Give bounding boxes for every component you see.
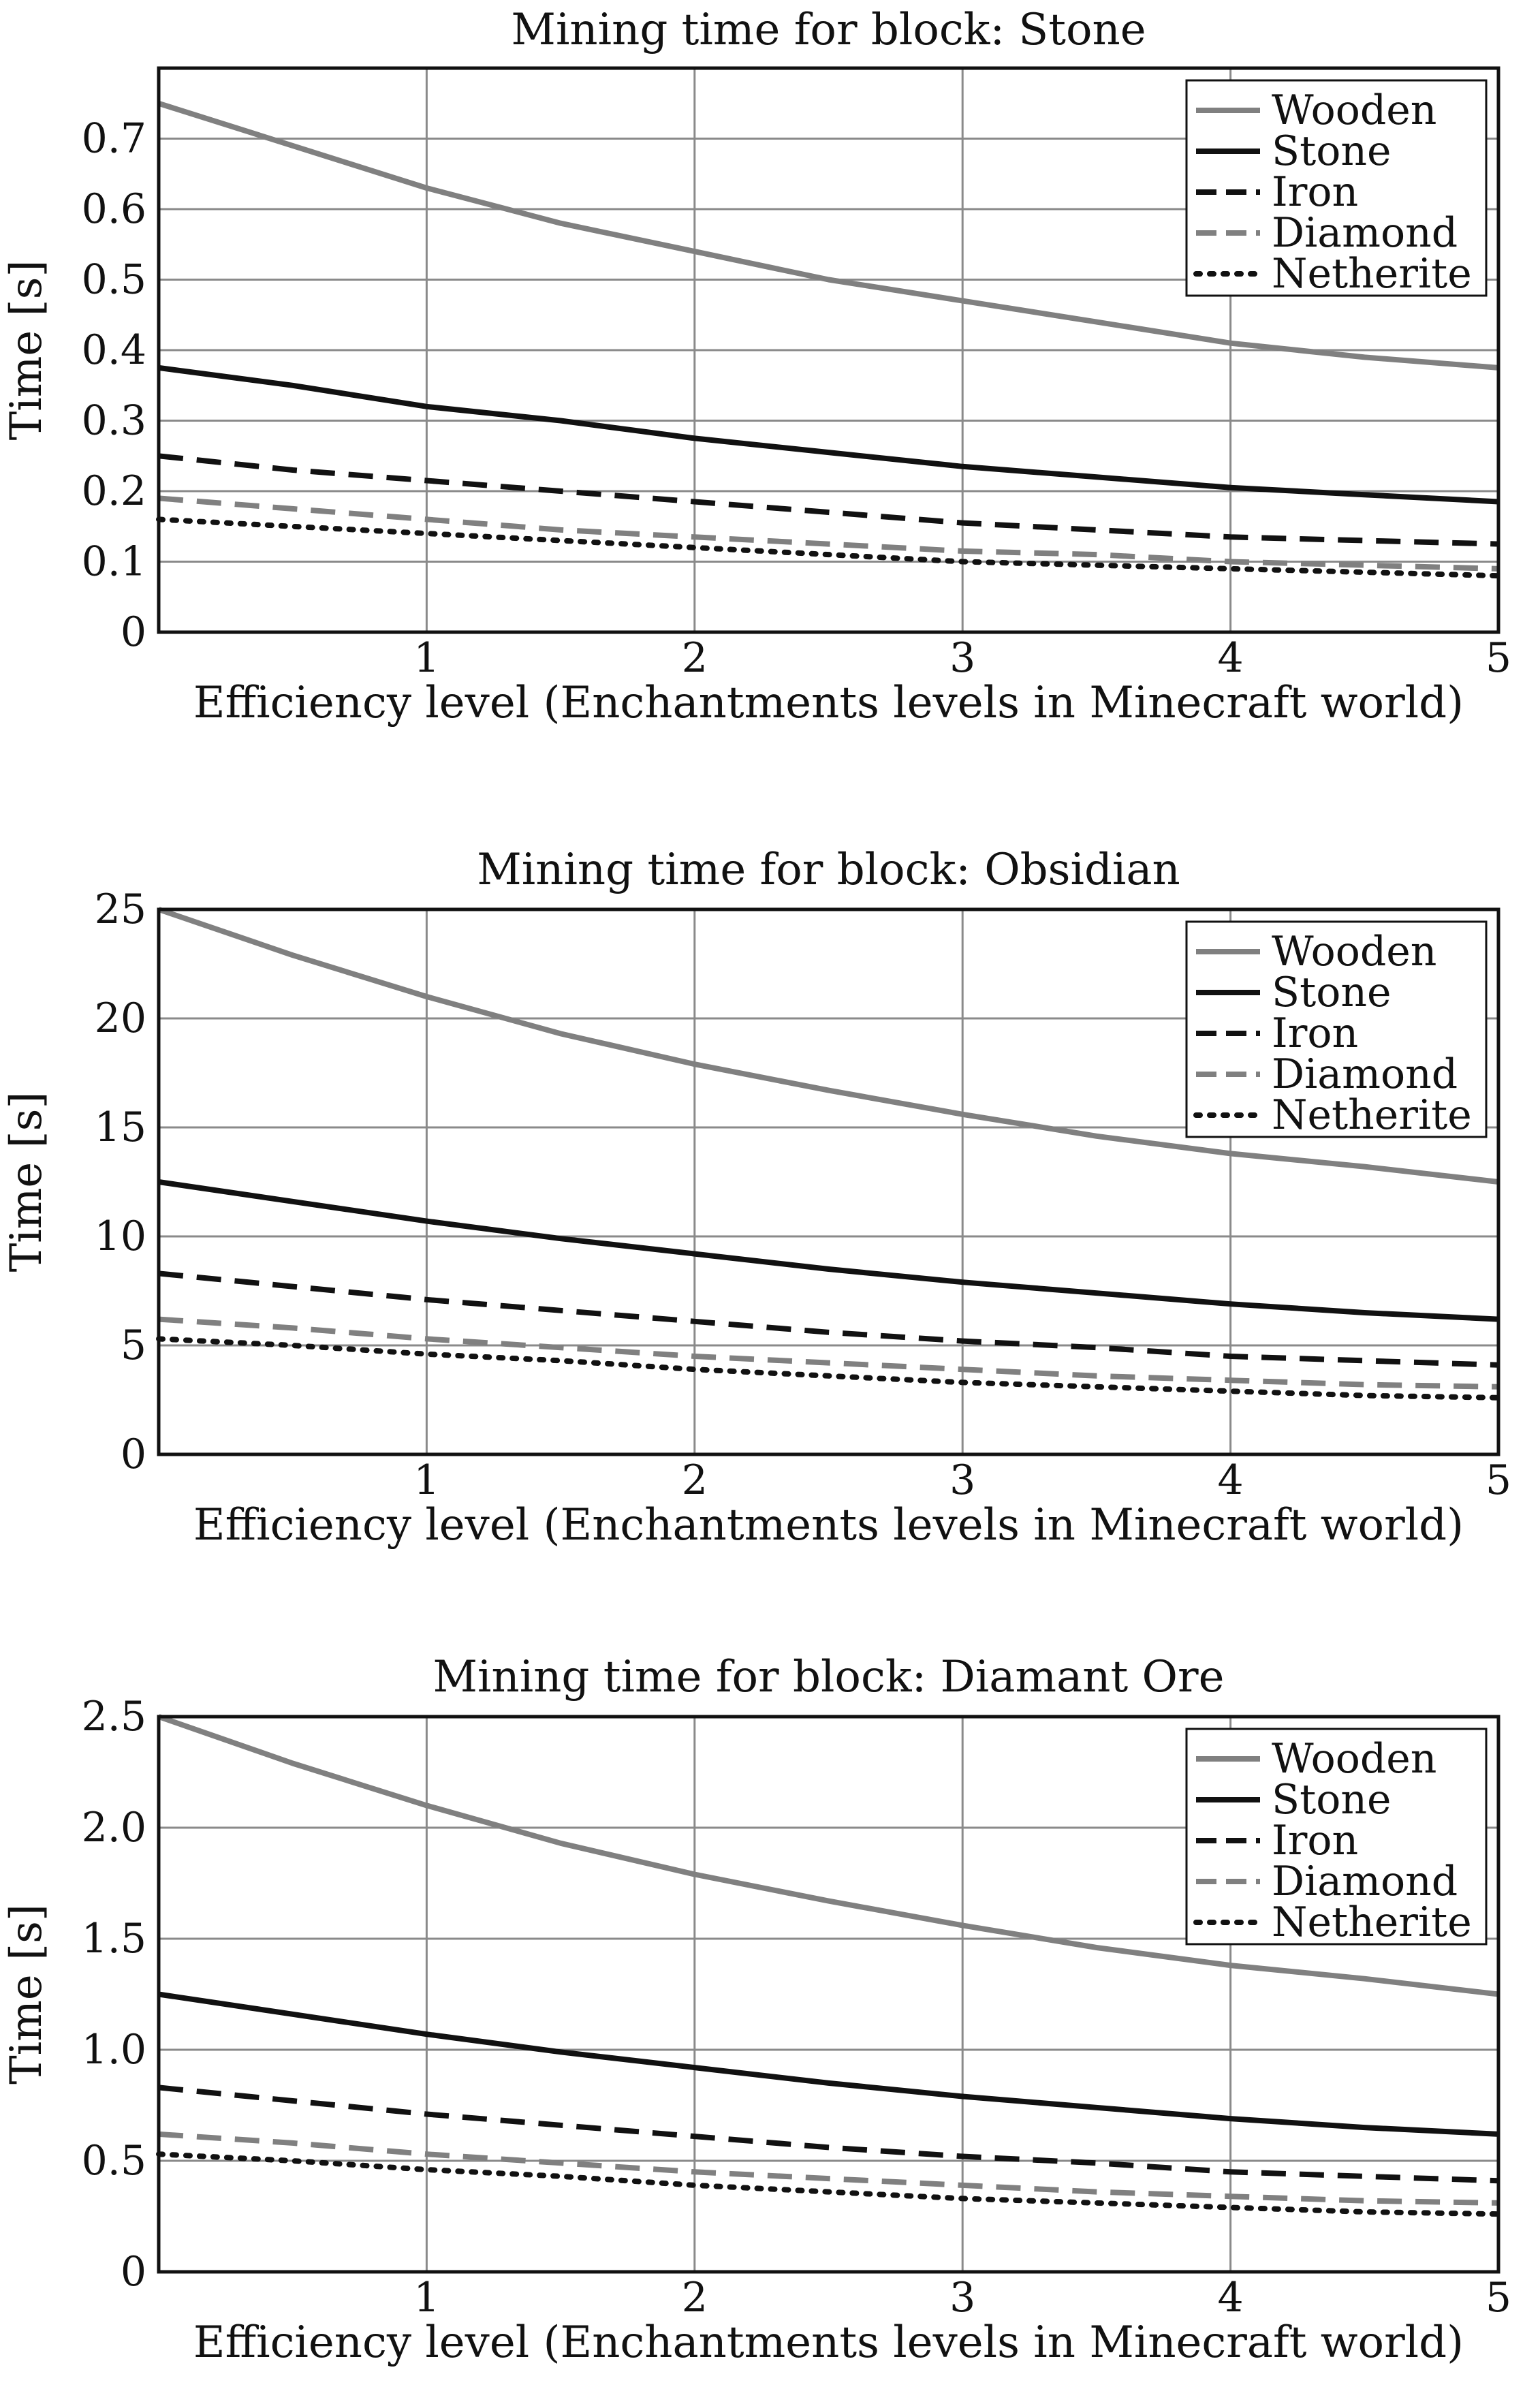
x-axis-label: Efficiency level (Enchantments levels in… [193, 2317, 1464, 2368]
legend-label-stone: Stone [1272, 1776, 1392, 1824]
y-tick-label: 0 [121, 608, 146, 656]
legend-label-diamond: Diamond [1272, 209, 1458, 257]
y-tick-label: 20 [95, 995, 146, 1042]
y-tick-label: 0.4 [82, 326, 146, 374]
series-line-diamond [158, 2131, 1499, 2206]
y-axis-label: Time [s] [1, 1092, 52, 1272]
legend-label-netherite: Netherite [1272, 1899, 1472, 1946]
legend-label-netherite: Netherite [1272, 1091, 1472, 1139]
y-tick-label: 0 [121, 1431, 146, 1478]
legend-label-stone: Stone [1272, 969, 1392, 1016]
y-tick-label: 15 [95, 1104, 146, 1151]
series-line-stone [158, 364, 1499, 505]
y-tick-label: 0.7 [82, 115, 146, 163]
y-tick-label: 0 [121, 2248, 146, 2296]
y-axis-label: Time [s] [1, 1904, 52, 2084]
x-tick-label: 4 [1218, 1456, 1244, 1504]
legend-box [1185, 79, 1488, 297]
series-line-netherite [156, 1336, 1501, 1401]
legend-box [1185, 1728, 1488, 1946]
x-tick-label: 2 [682, 2274, 708, 2322]
plot-frame [157, 907, 1500, 1456]
legend-label-iron: Iron [1272, 168, 1358, 216]
y-tick-label: 0.2 [82, 467, 146, 515]
y-axis-label: Time [s] [1, 260, 52, 441]
y-tick-label: 25 [95, 886, 146, 933]
y-tick-label: 0.5 [82, 2137, 146, 2185]
series-line-diamond [158, 1316, 1499, 1390]
legend-label-diamond: Diamond [1272, 1858, 1458, 1905]
x-tick-label: 1 [413, 2274, 439, 2322]
y-tick-label: 0.5 [82, 256, 146, 304]
plot-frame [157, 66, 1500, 634]
series-line-netherite [156, 2151, 1501, 2217]
legend-label-wooden: Wooden [1272, 928, 1436, 975]
series-line-iron [158, 453, 1499, 547]
y-tick-label: 1.0 [82, 2026, 146, 2074]
legend-label-netherite: Netherite [1272, 250, 1472, 298]
plot-frame [157, 1715, 1500, 2274]
chart-title: Mining time for block: Stone [511, 5, 1146, 55]
legend-label-wooden: Wooden [1272, 1735, 1436, 1783]
x-tick-label: 2 [682, 1456, 708, 1504]
x-tick-label: 1 [413, 1456, 439, 1504]
y-tick-label: 0.1 [82, 538, 146, 586]
x-tick-label: 2 [682, 634, 708, 682]
series-line-stone [158, 1991, 1499, 2137]
legend-label-iron: Iron [1272, 1010, 1358, 1057]
x-tick-label: 5 [1486, 634, 1511, 682]
x-axis-label: Efficiency level (Enchantments levels in… [193, 678, 1464, 728]
x-tick-label: 3 [949, 634, 975, 682]
series-line-iron [158, 1270, 1499, 1368]
y-tick-label: 2.5 [82, 1693, 146, 1740]
legend-label-diamond: Diamond [1272, 1050, 1458, 1098]
legend-box [1185, 920, 1488, 1138]
series-line-wooden [157, 100, 1499, 371]
x-axis-label: Efficiency level (Enchantments levels in… [193, 1500, 1464, 1550]
x-tick-label: 5 [1486, 2274, 1511, 2322]
legend-label-wooden: Wooden [1272, 87, 1436, 134]
series-line-wooden [157, 1714, 1499, 1997]
x-tick-label: 5 [1486, 1456, 1511, 1504]
legend-label-stone: Stone [1272, 127, 1392, 175]
chart-panel-1: Mining time for block: Stone 1 2 3 4 5 0 0.1 0.2… [1, 5, 1511, 728]
x-tick-label: 3 [949, 2274, 975, 2322]
series-line-netherite [156, 516, 1501, 579]
chart-title: Mining time for block: Diamant Ore [433, 1652, 1225, 1702]
x-tick-label: 4 [1218, 2274, 1244, 2322]
x-tick-label: 3 [949, 1456, 975, 1504]
y-tick-label: 0.3 [82, 397, 146, 445]
series-line-iron [158, 2084, 1499, 2184]
series-line-wooden [157, 907, 1499, 1185]
legend-label-iron: Iron [1272, 1817, 1358, 1864]
y-tick-label: 0.6 [82, 185, 146, 233]
chart-title: Mining time for block: Obsidian [477, 845, 1180, 895]
series-line-stone [158, 1179, 1499, 1322]
series-line-diamond [158, 495, 1499, 572]
x-tick-label: 4 [1218, 634, 1244, 682]
y-tick-label: 2.0 [82, 1804, 146, 1852]
x-tick-label: 1 [413, 634, 439, 682]
y-tick-label: 5 [121, 1322, 146, 1369]
y-tick-label: 10 [95, 1213, 146, 1260]
y-tick-label: 1.5 [82, 1915, 146, 1963]
chart-panel-2: Mining time for block: Obsidian 1 2 3 4 5 0 5 10… [1, 845, 1511, 1550]
chart-panel-3: Mining time for block: Diamant Ore 1 2 3 4 5 0… [1, 1652, 1511, 2368]
